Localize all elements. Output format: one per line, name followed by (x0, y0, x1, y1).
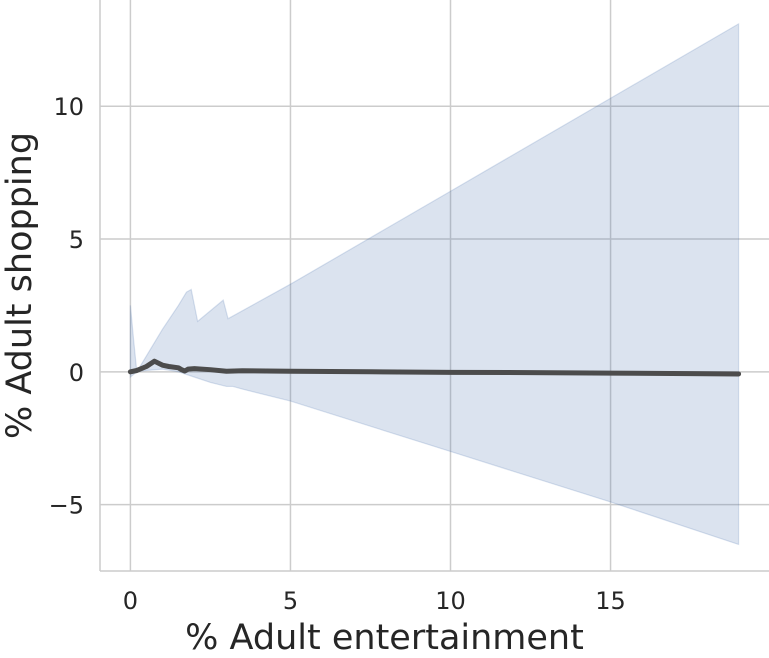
y-axis-label: % Adult shopping (0, 132, 40, 439)
x-tick-label: 5 (283, 587, 298, 615)
y-tick-label: 0 (69, 359, 84, 387)
x-tick-label: 0 (123, 587, 138, 615)
series-line (127, 358, 742, 377)
x-axis-label: % Adult entertainment (185, 618, 584, 658)
x-tick-label: 15 (595, 587, 626, 615)
y-tick-label: 10 (53, 93, 84, 121)
y-tick-label: −5 (49, 492, 84, 520)
y-tick-labels: −5 0 5 10 (49, 93, 84, 519)
x-tick-label: 10 (435, 587, 466, 615)
x-tick-labels: 0 5 10 15 (123, 587, 626, 615)
confidence-band (129, 22, 740, 546)
y-tick-label: 5 (69, 226, 84, 254)
